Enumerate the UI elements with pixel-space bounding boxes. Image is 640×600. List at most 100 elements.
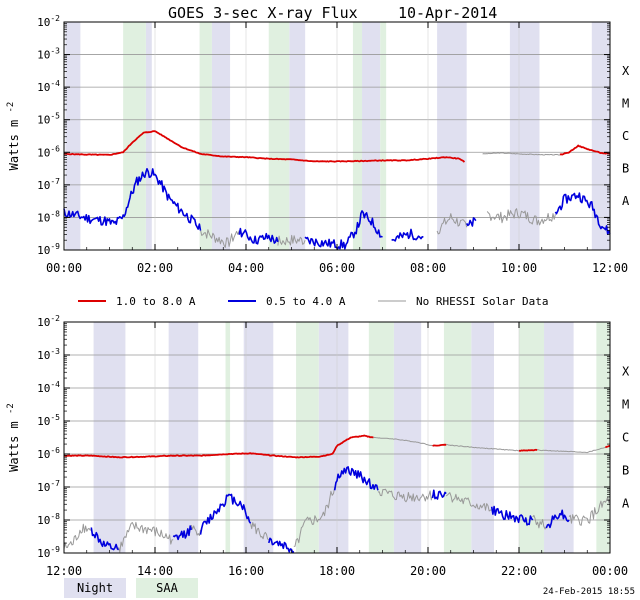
long-channel-trace bbox=[63, 130, 466, 163]
flare-class-label: X bbox=[622, 365, 630, 379]
short-channel-trace bbox=[391, 228, 424, 242]
short-channel-trace bbox=[465, 217, 477, 227]
short-channel-trace bbox=[238, 227, 279, 245]
short-norhessi-trace bbox=[436, 213, 468, 235]
legend-label: 1.0 to 8.0 A bbox=[116, 295, 196, 308]
x-tick-label: 02:00 bbox=[137, 261, 173, 275]
night-band bbox=[93, 322, 126, 553]
short-channel-trace bbox=[333, 466, 379, 491]
short-norhessi-trace bbox=[532, 514, 547, 530]
y-tick-label: 10-8 bbox=[37, 512, 60, 527]
long-norhessi-trace bbox=[537, 446, 606, 454]
flare-class-label: B bbox=[622, 464, 629, 478]
y-tick-label: 10-2 bbox=[37, 14, 60, 29]
short-channel-trace bbox=[90, 527, 120, 551]
x-tick-label: 20:00 bbox=[410, 564, 446, 578]
night-band bbox=[65, 22, 81, 250]
short-channel-trace bbox=[545, 509, 570, 529]
x-tick-label: 22:00 bbox=[501, 564, 537, 578]
y-tick-label: 10-9 bbox=[37, 242, 60, 257]
y-axis-label: Watts m -2 bbox=[6, 102, 21, 171]
y-tick-label: 10-4 bbox=[37, 79, 60, 94]
long-channel-trace bbox=[604, 444, 611, 449]
short-norhessi-trace bbox=[377, 488, 434, 503]
night-band bbox=[393, 322, 422, 553]
y-tick-label: 10-4 bbox=[37, 380, 60, 395]
flare-class-label: B bbox=[622, 162, 629, 176]
night-band bbox=[544, 322, 574, 553]
chart-date: 10-Apr-2014 bbox=[398, 4, 497, 22]
saa-band bbox=[199, 22, 212, 250]
flare-class-label: X bbox=[622, 64, 630, 78]
short-channel-trace bbox=[199, 493, 252, 535]
night-band bbox=[318, 322, 349, 553]
night-band bbox=[211, 22, 231, 250]
flare-class-label: M bbox=[622, 398, 629, 412]
y-tick-label: 10-7 bbox=[37, 177, 60, 192]
y-tick-label: 10-5 bbox=[37, 112, 60, 127]
long-norhessi-trace bbox=[482, 152, 561, 156]
saa-band bbox=[596, 322, 610, 553]
short-channel-trace bbox=[268, 537, 295, 554]
panel-bottom: 10-2 10-3 10-4 10-5 10-6 10-7 10-8 10-9 X M C B A 12:… bbox=[6, 314, 630, 578]
short-norhessi-trace bbox=[63, 523, 92, 550]
flare-class-label: C bbox=[622, 129, 629, 143]
night-band bbox=[591, 22, 610, 250]
y-tick-label: 10-6 bbox=[37, 446, 60, 461]
timestamp-stamp: 24-Feb-2015 18:55 bbox=[543, 587, 635, 597]
legend-label: No RHESSI Solar Data bbox=[416, 295, 548, 308]
y-tick-label: 10-5 bbox=[37, 413, 60, 428]
y-tick-label: 10-6 bbox=[37, 144, 60, 159]
x-tick-label: 08:00 bbox=[410, 261, 446, 275]
x-tick-label: 16:00 bbox=[228, 564, 264, 578]
flare-class-label: A bbox=[622, 194, 630, 208]
flare-class-label: M bbox=[622, 96, 629, 110]
saa-band bbox=[443, 322, 472, 553]
saa-band bbox=[268, 22, 290, 250]
saa-band bbox=[380, 22, 387, 250]
short-norhessi-trace bbox=[250, 522, 270, 541]
x-tick-label: 04:00 bbox=[228, 261, 264, 275]
night-band bbox=[243, 322, 274, 553]
short-norhessi-trace bbox=[277, 234, 306, 246]
x-tick-label: 00:00 bbox=[592, 564, 628, 578]
saa-band bbox=[519, 322, 545, 553]
short-norhessi-trace bbox=[486, 208, 556, 226]
short-channel-trace bbox=[304, 210, 383, 250]
saa-band bbox=[123, 22, 146, 250]
legend-label: 0.5 to 4.0 A bbox=[266, 295, 346, 308]
saa-swatch bbox=[136, 578, 198, 598]
night-band bbox=[145, 22, 152, 250]
short-norhessi-trace bbox=[293, 486, 336, 547]
panel-top: 10-2 10-3 10-4 10-5 10-6 10-7 10-8 10-9 X M C B A 00:… bbox=[6, 14, 630, 275]
short-norhessi-trace bbox=[445, 492, 492, 512]
saa-band bbox=[225, 322, 231, 553]
x-tick-label: 00:00 bbox=[46, 261, 82, 275]
x-tick-label: 12:00 bbox=[592, 261, 628, 275]
legend-item: No RHESSI Solar Data bbox=[378, 295, 548, 308]
long-channel-trace bbox=[559, 144, 611, 156]
long-channel-trace bbox=[63, 434, 374, 459]
x-tick-label: 12:00 bbox=[46, 564, 82, 578]
saa-label: SAA bbox=[156, 581, 178, 595]
legend-item: 0.5 to 4.0 A bbox=[228, 295, 346, 308]
short-norhessi-trace bbox=[568, 496, 611, 526]
y-tick-label: 10-3 bbox=[37, 347, 60, 362]
y-tick-label: 10-7 bbox=[37, 479, 60, 494]
long-channel-trace bbox=[432, 443, 447, 447]
short-channel-trace bbox=[431, 489, 447, 500]
saa-band bbox=[296, 322, 319, 553]
y-tick-label: 10-8 bbox=[37, 209, 60, 224]
short-norhessi-trace bbox=[200, 229, 240, 248]
y-tick-label: 10-3 bbox=[37, 47, 60, 62]
x-tick-label: 10:00 bbox=[501, 261, 537, 275]
night-band bbox=[471, 322, 494, 553]
x-tick-label: 06:00 bbox=[319, 261, 355, 275]
long-channel-trace bbox=[518, 448, 538, 452]
saa-band bbox=[352, 22, 363, 250]
x-tick-label: 18:00 bbox=[319, 564, 355, 578]
short-norhessi-trace bbox=[118, 521, 174, 553]
y-axis-label: Watts m -2 bbox=[6, 403, 21, 472]
short-channel-trace bbox=[63, 168, 202, 231]
